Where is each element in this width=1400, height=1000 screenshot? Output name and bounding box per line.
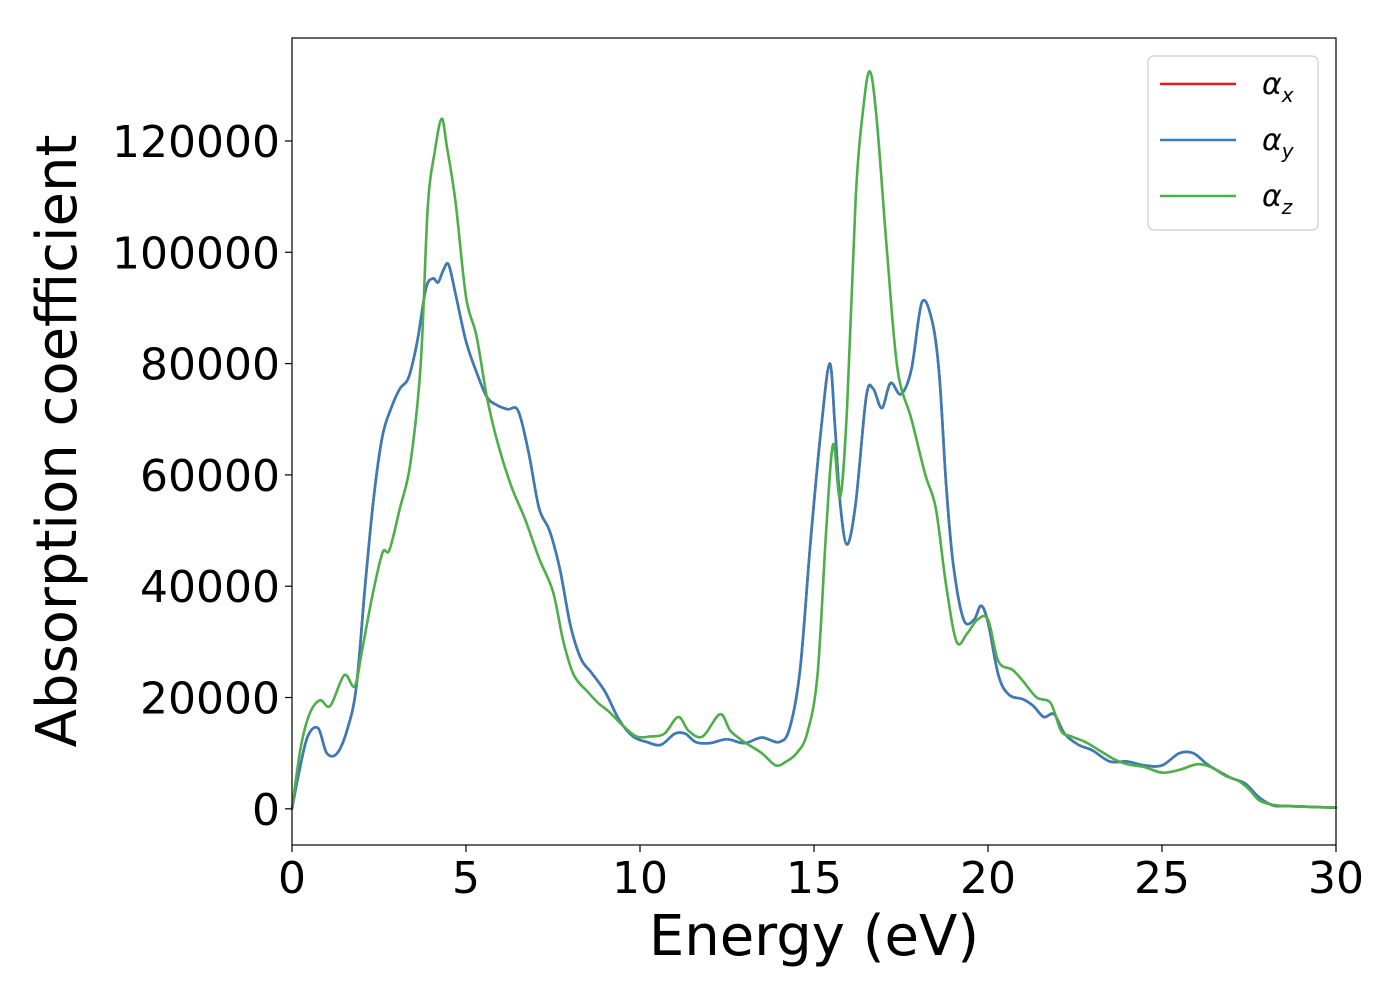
x-tick-label: 20 (960, 853, 1016, 904)
legend-symbol: α (1262, 67, 1282, 102)
legend-subscript: y (1281, 139, 1295, 163)
y-tick-label: 100000 (112, 228, 280, 279)
y-tick-label: 120000 (112, 117, 280, 168)
series-line-y (290, 261, 1338, 811)
y-axis: 0 20000 40000 60000 80000 100000 120000 (112, 117, 292, 836)
x-axis-label: Energy (eV) (649, 904, 979, 969)
series-layer (290, 70, 1338, 811)
x-tick-label: 5 (452, 853, 480, 904)
x-tick-label: 15 (786, 853, 842, 904)
x-tick-label: 30 (1308, 853, 1364, 904)
y-tick-label: 20000 (140, 674, 280, 725)
y-axis-label: Absorption coefficient (25, 135, 90, 748)
y-tick-label: 60000 (140, 451, 280, 502)
y-tick-label: 0 (252, 785, 280, 836)
legend-label-y: αy (1262, 123, 1295, 163)
legend-symbol: α (1262, 179, 1282, 214)
legend-symbol: α (1262, 123, 1282, 158)
legend-box (1147, 55, 1319, 231)
legend-label-z: αz (1262, 179, 1293, 219)
y-tick-label: 40000 (140, 562, 280, 613)
x-tick-label: 10 (612, 853, 668, 904)
series-line-z (290, 70, 1338, 811)
x-axis: 0 5 10 15 20 25 30 (278, 845, 1364, 904)
y-tick-label: 80000 (140, 340, 280, 391)
x-tick-label: 0 (278, 853, 306, 904)
x-tick-label: 25 (1134, 853, 1190, 904)
legend-subscript: z (1281, 195, 1293, 219)
legend-label-x: αx (1262, 67, 1294, 107)
legend-subscript: x (1281, 83, 1294, 107)
